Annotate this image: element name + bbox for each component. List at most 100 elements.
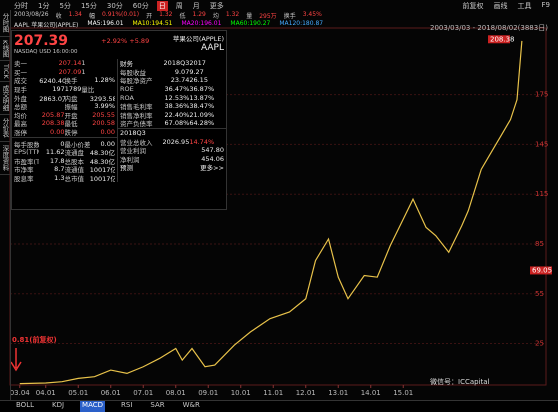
cell: 2863.0万 [39, 94, 64, 103]
annotation: 0.81(前复权) [12, 335, 57, 344]
toolbar-button[interactable]: F9 [541, 1, 550, 9]
cell: 流通盘 [64, 149, 85, 158]
price-block: 207.39 NASDAQ USD 16:00:00 [14, 33, 77, 57]
cell: 总额 [14, 103, 27, 112]
cell: 13.87% [189, 93, 215, 102]
footer-link[interactable]: 更多>> [200, 164, 224, 173]
sidebar-tab[interactable]: TICK [0, 61, 10, 83]
info-item: 开 [146, 13, 153, 20]
cell: 最低 [64, 120, 78, 129]
cell: 200.58 [92, 119, 115, 128]
cell: 26.15 [189, 76, 208, 85]
toolbar-tab[interactable]: 日 [156, 1, 168, 11]
sidebar-tab[interactable]: 分时图 [0, 10, 10, 37]
name-block: 苹果公司(APPLE) AAPL [173, 33, 224, 57]
cell: 36.87% [189, 85, 215, 94]
ma-item: MA120:180.87 [279, 20, 324, 27]
cell: 0.00 [50, 128, 65, 137]
toolbar-tab[interactable]: 月 [192, 2, 200, 10]
cell: 成交 [14, 77, 27, 86]
annotation-arrow [10, 348, 22, 372]
cell: 205.55 [92, 110, 115, 119]
indicator-tab[interactable]: KDJ [52, 401, 65, 409]
cell: 10017亿 [89, 166, 115, 175]
row: 每手股数 0 最小价差 0.00 [12, 139, 117, 149]
row: 现手 1971789 量比 [12, 85, 117, 94]
toolbar-tab[interactable]: 15分 [80, 2, 97, 10]
ma-item: MA20:196.01 [181, 20, 222, 27]
indicator-tab[interactable]: MACD [80, 401, 106, 412]
x-tick-label: 06.01 [101, 389, 121, 397]
cell: ROE [120, 85, 134, 94]
cell: 67.08% [164, 119, 190, 128]
finance-header: 财务 [120, 60, 133, 69]
toolbar-tab[interactable]: 更多 [209, 2, 224, 10]
cell: 每手股数 [14, 140, 40, 149]
cell: 38.36% [164, 102, 190, 111]
toolbar: 分时 1分 5分 15分 30分 60分日周 月 更多 [12, 1, 226, 11]
toolbar-button[interactable]: 画线 [493, 2, 508, 10]
price-tag-bg [530, 266, 552, 275]
y-tick-label: 85 [535, 240, 544, 248]
info-item: 幅 [88, 13, 95, 20]
indicator-tab[interactable]: SAR [150, 401, 165, 409]
cell: 流通值 [64, 166, 85, 175]
y-tick-label: 145 [535, 140, 548, 148]
cell: 内盘 [64, 94, 78, 103]
cell: 0 [60, 139, 65, 148]
cell: 2026.95 [162, 137, 190, 146]
x-tick-label: 08.01 [166, 389, 186, 397]
toolbar-tab[interactable]: 30分 [106, 2, 123, 10]
cell: 每股收益 [120, 68, 146, 77]
x-tick-label: 05.01 [68, 389, 88, 397]
sidebar-tab[interactable]: 深度资料 [0, 142, 10, 175]
cell: 48.30亿 [89, 149, 115, 158]
cell: 0.00 [100, 139, 115, 148]
x-tick-label: 03.04 [10, 389, 31, 397]
sidebar-tab[interactable]: 成交明细 [0, 82, 10, 116]
cell: 买一 [14, 68, 27, 77]
cell: 销售净利率 [120, 111, 153, 120]
cell: 9.07 [174, 67, 190, 76]
row: 最高 208.38 最低 200.58 [12, 119, 117, 128]
cell: 3.99% [94, 102, 115, 111]
watermark: 微信号：ICCapital [430, 377, 490, 386]
finance-header: 2018Q3 [163, 59, 190, 68]
quote-header: 207.39 NASDAQ USD 16:00:00 +2.92% +5.89 苹果公… [12, 31, 226, 59]
row: 买一 207.09 1 [12, 68, 117, 77]
sidebar-tab[interactable]: K线图 [0, 37, 10, 61]
toolbar-tab[interactable]: 分时 [14, 2, 28, 10]
footer-link[interactable]: 预测 [120, 164, 133, 173]
cell: 1 [81, 67, 86, 76]
cell: 9.27 [189, 67, 204, 76]
ma-line: AAPL 苹果公司(APPLE) MA5:196.01 MA10:194.51 MA2… [12, 20, 325, 29]
indicator-tab[interactable]: BOLL [16, 401, 34, 409]
sidebar-tab[interactable]: 分价表 [0, 115, 10, 142]
toolbar-button[interactable]: 前复权 [462, 2, 484, 10]
info-line: 2003/08/26 收 1.34 幅 0.91%(0.01) 开 1.32 低 1.29 均 1.… [12, 11, 324, 20]
cell: 股息率 [14, 175, 34, 184]
sidebar: 分时图 K线图 TICK 成交明细 分价表 深度资料 [0, 10, 11, 400]
row: 每股收益 9.07 9.27 [118, 68, 226, 77]
info-item: 2003/08/26 [14, 11, 49, 18]
toolbar-right: 前复权 画线 工具 F9 [461, 1, 552, 11]
cell: 现手 [14, 86, 27, 95]
cell: 1.28% [94, 76, 115, 85]
x-tick-label: 10.01 [231, 389, 251, 397]
toolbar-tab[interactable]: 60分 [132, 2, 149, 10]
cell: 总市值 [64, 175, 85, 184]
indicator-tab[interactable]: W&R [182, 401, 200, 409]
toolbar-button[interactable]: 工具 [517, 2, 532, 10]
info-item: 3.45% [302, 11, 322, 18]
row: 成交 6240.40万换手 1.28% [12, 76, 117, 85]
row: 股息率 1.3 总市值 10017亿 [12, 174, 117, 183]
toolbar-tab[interactable]: 5分 [59, 2, 71, 10]
cell: 市净率 [14, 166, 34, 175]
row: ROE 36.47% 36.87% [118, 85, 226, 94]
indicator-tab[interactable]: RSI [121, 401, 133, 409]
cell: 0.00 [100, 128, 115, 137]
toolbar-tab[interactable]: 周 [175, 2, 183, 10]
toolbar-tab[interactable]: 1分 [38, 2, 50, 10]
cell: 总股本 [64, 157, 85, 166]
